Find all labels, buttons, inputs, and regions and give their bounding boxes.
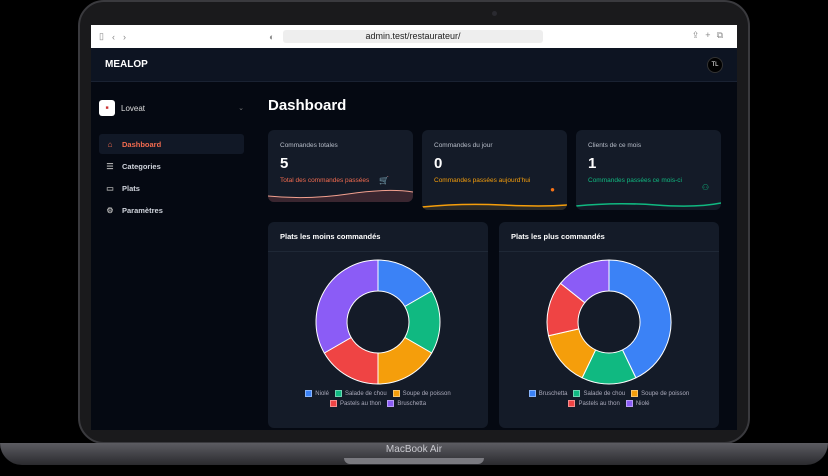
sidebar-item-label: Plats [122,183,140,193]
legend-swatch [329,400,337,407]
avatar[interactable]: TL [707,56,723,73]
browser-toolbar: ▯ ‹ › ◐ admin.test/restaurateur/ ⇪+⧉ [91,25,737,48]
sidebar-item-plats[interactable]: ▭ Plats [99,178,244,198]
legend-label: Salade de chou [344,390,387,397]
restaurant-selector[interactable]: ■ Loveat ⌄ [99,100,244,116]
legend-item[interactable]: Bruschetta [528,390,568,397]
legend-swatch [528,390,536,397]
sidebar-item-label: Paramètres [122,205,163,215]
legend-label: Salade de chou [583,390,626,397]
pie-slice-4[interactable] [315,259,379,354]
address-bar[interactable]: admin.test/restaurateur/ [283,30,543,43]
legend-label: Bruschetta [397,400,427,407]
card-title: Commandes totales [280,142,338,149]
main-content: Dashboard Commandes totales 5 Total des … [268,82,737,430]
sparkline [422,203,567,210]
device-label: MacBook Air [385,444,443,455]
legend-item[interactable]: Salade de chou [334,390,387,397]
sidebar: ■ Loveat ⌄ ⌂ Dashboard ☰ Categories ▭ Plats… [91,82,252,430]
sidebar-item-parametres[interactable]: ⚙ Paramètres [99,200,244,220]
chart-most-ordered: Plats les plus commandés Bruschetta Salad… [499,222,719,428]
legend-item[interactable]: Soupe de poisson [631,390,689,397]
page-title: Dashboard [268,97,347,114]
donut-chart [546,259,672,385]
sparkline [268,189,413,202]
legend-item[interactable]: Pastels au thon [568,400,620,407]
cart-icon: 🛒 [379,176,389,185]
users-icon: ⚇ [701,183,709,192]
legend-item[interactable]: Pastels au thon [329,400,382,407]
restaurant-name: Loveat [121,103,146,113]
legend-label: Pastels au thon [339,400,382,407]
sidebar-item-categories[interactable]: ☰ Categories [99,156,244,176]
legend-swatch [625,400,633,407]
forward-icon[interactable]: › [122,31,126,42]
legend-label: Soupe de poisson [402,390,451,397]
card-value: 0 [434,155,443,172]
stat-card-monthly-clients: Clients de ce mois 1 Commandes passées c… [576,130,721,210]
sidebar-item-label: Dashboard [122,139,162,149]
legend-item[interactable]: Bruschetta [387,400,426,407]
card-title: Clients de ce mois [588,142,642,149]
legend-label: Niolé [635,400,650,407]
pie-slice-4[interactable] [559,259,610,304]
app-header: MEALOP TL [91,48,737,82]
pie-slice-0[interactable] [608,259,672,379]
chart-legend: Bruschetta Salade de chou Soupe de poisson… [509,390,709,407]
legend-swatch [631,390,639,397]
gear-icon: ⚙ [106,205,114,215]
card-value: 5 [280,155,289,172]
legend-swatch [573,390,581,397]
card-subtitle: Total des commandes passées [280,177,370,184]
sidebar-item-label: Categories [122,161,161,171]
chart-title: Plats les moins commandés [268,222,488,252]
laptop-base [0,443,828,465]
camera [492,11,497,16]
stat-card-daily-orders: Commandes du jour 0 Commandes passées au… [422,130,567,210]
browser-actions[interactable]: ⇪+⧉ [691,30,729,40]
back-icon[interactable]: ‹ [111,31,115,42]
legend-swatch [568,400,576,407]
legend-item[interactable]: Salade de chou [573,390,625,397]
legend-swatch [392,390,400,397]
legend-swatch [387,400,395,407]
home-icon: ⌂ [107,139,113,149]
clock-icon: ● [550,185,555,194]
restaurant-logo: ■ [99,100,115,116]
legend-label: Niolé [315,390,329,397]
chart-legend: Niolé Salade de chou Soupe de poisson Paste… [278,390,478,407]
legend-label: Pastels au thon [578,400,620,407]
legend-label: Soupe de poisson [641,390,690,397]
card-subtitle: Commandes passées aujourd'hui [434,177,531,184]
legend-item[interactable]: Soupe de poisson [392,390,451,397]
donut-chart [315,259,441,385]
chart-title: Plats les plus commandés [499,222,719,252]
chevron-down-icon: ⌄ [238,105,244,112]
tray-icon: ▭ [106,183,114,193]
stat-card-total-orders: Commandes totales 5 Total des commandes … [268,130,413,202]
legend-label: Bruschetta [538,390,568,397]
shield-icon: ◐ [269,31,275,42]
legend-item[interactable]: Niolé [305,390,329,397]
chart-least-ordered: Plats les moins commandés Niolé Salade de… [268,222,488,428]
laptop-notch [344,458,484,464]
brand-logo[interactable]: MEALOP [105,59,148,70]
card-value: 1 [588,155,597,172]
layers-icon: ☰ [106,161,114,171]
legend-item[interactable]: Niolé [625,400,650,407]
legend-swatch [305,390,313,397]
sidebar-toggle-icon[interactable]: ▯ [99,31,104,41]
sparkline [576,202,721,207]
sidebar-item-dashboard[interactable]: ⌂ Dashboard [99,134,244,154]
card-title: Commandes du jour [434,142,493,149]
legend-swatch [334,390,342,397]
card-subtitle: Commandes passées ce mois-ci [588,177,682,184]
screen: ▯ ‹ › ◐ admin.test/restaurateur/ ⇪+⧉ MEA… [91,25,737,430]
